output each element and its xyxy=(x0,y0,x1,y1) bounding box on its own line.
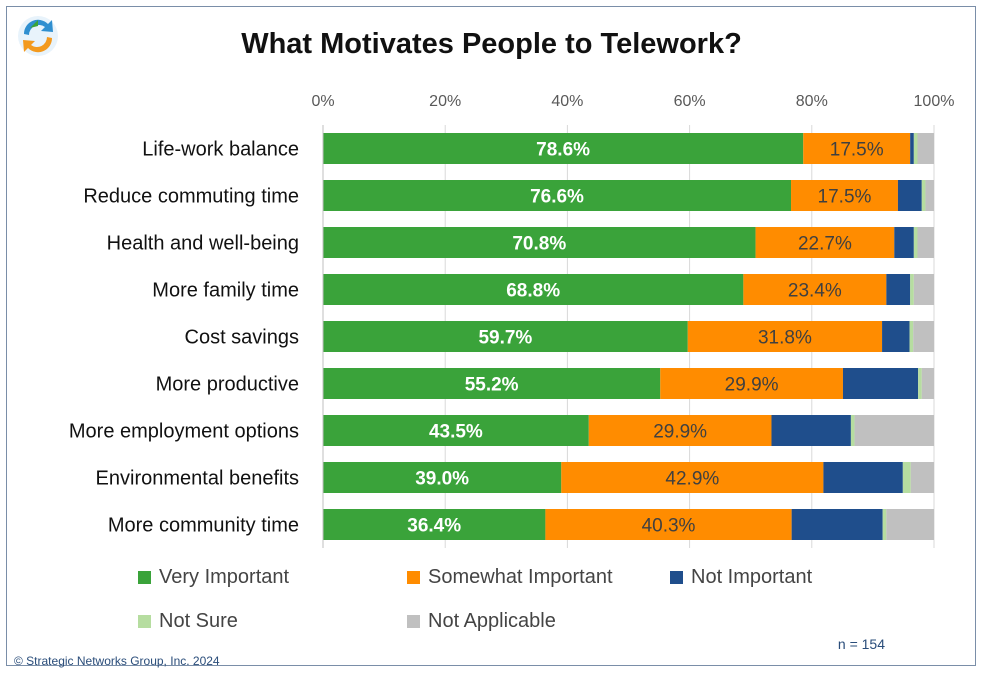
bar-segment xyxy=(842,368,919,399)
bar-segment xyxy=(910,274,914,305)
bar-segment xyxy=(882,321,910,352)
category-label: Life-work balance xyxy=(142,139,299,161)
legend-item-somewhat-important: Somewhat Important xyxy=(407,566,613,589)
chart-title: What Motivates People to Telework? xyxy=(241,28,742,60)
data-label: 17.5% xyxy=(818,187,872,208)
bar-segment xyxy=(323,368,661,399)
data-label: 40.3% xyxy=(642,516,696,537)
bar-segment xyxy=(910,133,914,164)
bar-segment xyxy=(925,180,934,211)
category-label: More family time xyxy=(152,280,299,302)
bar-segment xyxy=(902,462,911,493)
bar-segment xyxy=(803,133,911,164)
legend-item-not-important: Not Important xyxy=(670,566,812,589)
legend-item-not-applicable: Not Applicable xyxy=(407,610,556,633)
bar-segment xyxy=(323,321,688,352)
bar-segment xyxy=(323,133,804,164)
category-label: Reduce commuting time xyxy=(83,186,299,208)
x-tick-label: 40% xyxy=(551,93,583,110)
bar-segment xyxy=(909,321,914,352)
bar-segment xyxy=(921,368,934,399)
bar-segment xyxy=(913,321,934,352)
data-label: 76.6% xyxy=(530,187,584,208)
bar-segment xyxy=(687,321,883,352)
data-label: 42.9% xyxy=(665,469,719,490)
bar-segment xyxy=(791,509,883,540)
data-label: 23.4% xyxy=(788,281,842,302)
bar-segment xyxy=(588,415,772,446)
bar-segment xyxy=(323,415,589,446)
data-label: 22.7% xyxy=(798,234,852,255)
bar-segment xyxy=(913,274,934,305)
category-label: More employment options xyxy=(69,421,299,443)
sample-size-label: n = 154 xyxy=(837,636,885,652)
data-label: 39.0% xyxy=(415,469,469,490)
bar-segment xyxy=(323,462,562,493)
x-tick-label: 20% xyxy=(429,93,461,110)
bar-segment xyxy=(771,415,851,446)
bar-segment xyxy=(823,462,903,493)
data-label: 17.5% xyxy=(830,140,884,161)
bar-segment xyxy=(918,368,922,399)
bar-segment xyxy=(921,180,926,211)
bar-segment xyxy=(850,415,855,446)
bar-segment xyxy=(791,180,898,211)
legend-label: Somewhat Important xyxy=(428,566,613,588)
bar-segment xyxy=(917,133,934,164)
x-tick-label: 80% xyxy=(796,93,828,110)
data-label: 70.8% xyxy=(512,234,566,255)
legend-label: Very Important xyxy=(159,566,290,588)
data-label: 29.9% xyxy=(653,422,707,443)
legend-item-not-sure: Not Sure xyxy=(138,610,238,633)
category-label: Health and well-being xyxy=(107,233,299,255)
bar-segment xyxy=(913,227,918,258)
legend-swatch xyxy=(138,571,151,584)
data-label: 43.5% xyxy=(429,422,483,443)
legend-swatch xyxy=(138,615,151,628)
legend-swatch xyxy=(670,571,683,584)
legend-label: Not Applicable xyxy=(428,610,556,632)
bar-segment xyxy=(323,274,744,305)
copyright-text: © Strategic Networks Group, Inc. 2024 xyxy=(14,654,220,668)
bar-segment xyxy=(886,274,911,305)
bar-segment xyxy=(561,462,824,493)
bar-segment xyxy=(755,227,895,258)
legend-swatch xyxy=(407,571,420,584)
x-tick-label: 0% xyxy=(311,93,334,110)
bar-segment xyxy=(897,180,922,211)
bar-segment xyxy=(660,368,843,399)
legend-label: Not Important xyxy=(691,566,813,588)
bar-segment xyxy=(910,462,934,493)
bar-segment xyxy=(917,227,934,258)
x-tick-label: 60% xyxy=(674,93,706,110)
data-label: 29.9% xyxy=(725,375,779,396)
data-label: 55.2% xyxy=(465,375,519,396)
bar-segment xyxy=(323,180,792,211)
bar-segment xyxy=(882,509,887,540)
category-label: Cost savings xyxy=(185,327,300,349)
data-label: 78.6% xyxy=(536,140,590,161)
bar-segment xyxy=(743,274,887,305)
data-label: 36.4% xyxy=(407,516,461,537)
data-label: 68.8% xyxy=(506,281,560,302)
data-label: 31.8% xyxy=(758,328,812,349)
bar-segment xyxy=(323,509,546,540)
legend-item-very-important: Very Important xyxy=(138,566,289,589)
category-label: More community time xyxy=(108,515,299,537)
company-logo-icon xyxy=(18,16,58,56)
legend-swatch xyxy=(407,615,420,628)
bar-segment xyxy=(545,509,792,540)
x-tick-label: 100% xyxy=(914,93,955,110)
bar-segment xyxy=(913,133,918,164)
bar-segment xyxy=(854,415,934,446)
data-label: 59.7% xyxy=(478,328,532,349)
legend-label: Not Sure xyxy=(159,610,238,632)
category-label: More productive xyxy=(156,374,299,396)
category-label: Environmental benefits xyxy=(96,468,299,490)
bar-segment xyxy=(886,509,934,540)
bar-segment xyxy=(323,227,756,258)
bar-segment xyxy=(894,227,914,258)
